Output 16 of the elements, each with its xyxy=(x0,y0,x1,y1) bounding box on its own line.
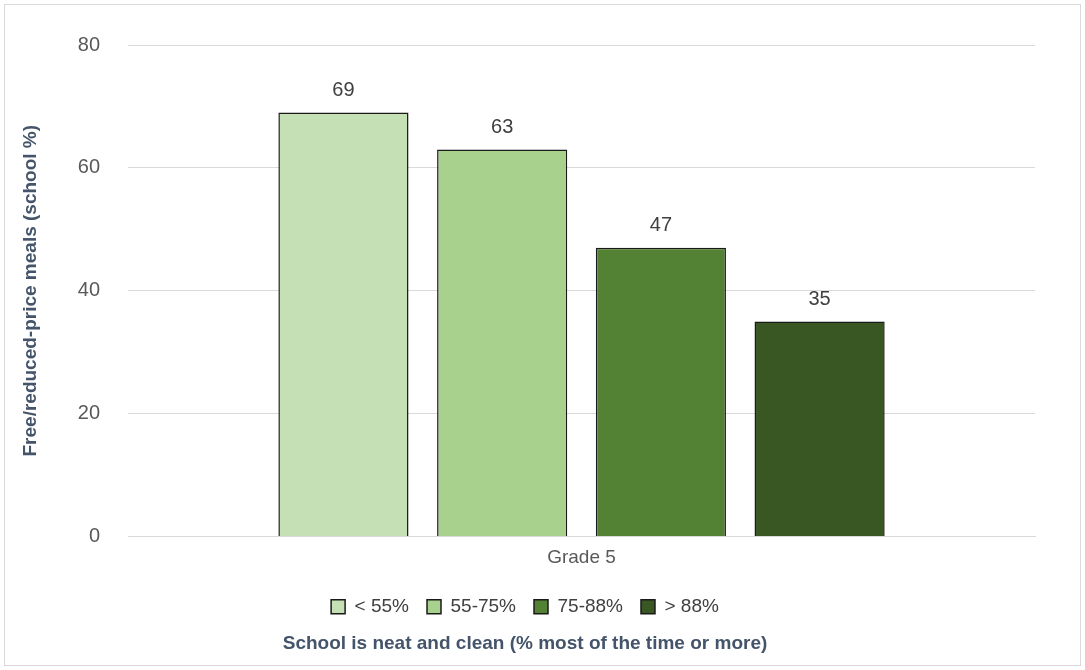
x-axis-title: School is neat and clean (% most of the time or more) xyxy=(282,631,768,653)
y-axis-title: Free/reduced-price meals (school %) xyxy=(18,124,40,457)
y-tick-label: 0 xyxy=(88,523,101,546)
legend-label: 55-75% xyxy=(450,594,517,616)
y-tick-label: 80 xyxy=(77,32,101,55)
legend-label: < 55% xyxy=(354,594,410,616)
y-tick-label: 40 xyxy=(77,278,101,301)
data-label: 35 xyxy=(808,286,831,309)
legend-label: > 88% xyxy=(664,594,719,616)
x-tick-label: Grade 5 xyxy=(547,546,616,568)
legend-label: 75-88% xyxy=(557,594,624,616)
data-label: 47 xyxy=(649,213,673,236)
data-label: 69 xyxy=(332,78,355,101)
data-label: 63 xyxy=(491,114,514,137)
y-tick-label: 60 xyxy=(77,155,101,178)
y-tick-label: 20 xyxy=(77,401,101,424)
